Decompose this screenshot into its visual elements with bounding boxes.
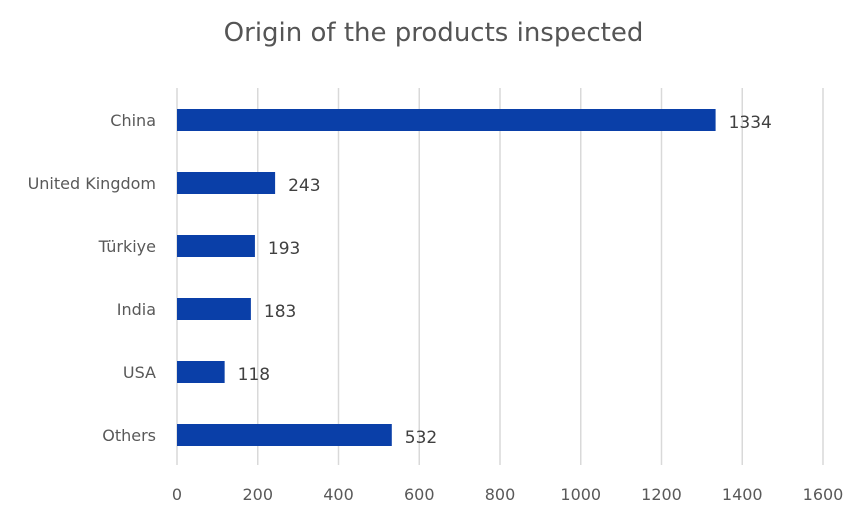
bar xyxy=(177,235,255,257)
data-label: 193 xyxy=(268,239,300,259)
data-label: 532 xyxy=(405,428,437,448)
x-tick-label: 0 xyxy=(172,485,182,504)
bar xyxy=(177,298,251,320)
chart-title: Origin of the products inspected xyxy=(223,18,644,48)
bar xyxy=(177,109,716,131)
category-label: USA xyxy=(123,363,156,382)
data-label: 183 xyxy=(264,302,296,322)
x-tick-label: 200 xyxy=(242,485,273,504)
bar xyxy=(177,424,392,446)
bar xyxy=(177,361,225,383)
x-tick-label: 800 xyxy=(485,485,516,504)
x-tick-label: 400 xyxy=(323,485,354,504)
category-label: Türkiye xyxy=(98,237,156,256)
x-tick-label: 1000 xyxy=(560,485,601,504)
category-label: Others xyxy=(102,426,156,445)
category-label: India xyxy=(117,300,156,319)
category-label: China xyxy=(110,111,156,130)
x-tick-label: 1200 xyxy=(641,485,682,504)
data-label: 1334 xyxy=(729,113,772,133)
data-label: 118 xyxy=(238,365,270,385)
x-tick-label: 1600 xyxy=(803,485,844,504)
category-label: United Kingdom xyxy=(28,174,156,193)
bar xyxy=(177,172,276,194)
x-tick-label: 600 xyxy=(404,485,435,504)
data-label: 243 xyxy=(288,176,320,196)
x-tick-label: 1400 xyxy=(722,485,763,504)
